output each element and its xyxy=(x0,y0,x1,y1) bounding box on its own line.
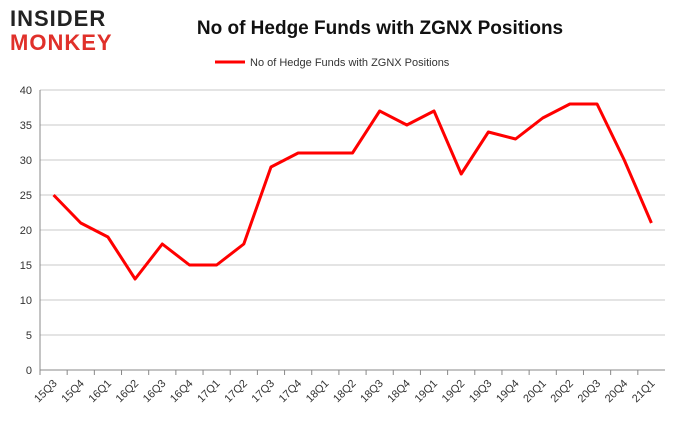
y-tick-label: 40 xyxy=(20,85,32,97)
x-tick-label: 17Q2 xyxy=(222,378,250,406)
y-tick-label: 5 xyxy=(26,330,32,342)
data-line xyxy=(52,102,653,281)
x-tick-label: 16Q3 xyxy=(141,378,169,406)
x-tick-label: 15Q3 xyxy=(32,378,60,406)
x-tick-label: 18Q1 xyxy=(304,378,332,406)
x-tick-label: 19Q2 xyxy=(440,378,468,406)
x-tick-label: 16Q1 xyxy=(87,378,115,406)
x-tick-label: 16Q2 xyxy=(114,378,142,406)
x-tick-label: 19Q3 xyxy=(467,378,495,406)
x-tick-label: 18Q4 xyxy=(385,378,413,406)
x-tick-label: 17Q1 xyxy=(195,378,223,406)
y-tick-label: 20 xyxy=(20,225,32,237)
legend-label: No of Hedge Funds with ZGNX Positions xyxy=(250,57,450,69)
x-tick-label: 21Q1 xyxy=(630,378,658,406)
x-tick-label: 17Q3 xyxy=(250,378,278,406)
x-tick-label: 20Q4 xyxy=(603,378,631,406)
x-tick-label: 16Q4 xyxy=(168,378,196,406)
y-tick-label: 35 xyxy=(20,120,32,132)
x-tick-label: 15Q4 xyxy=(59,378,87,406)
x-tick-label: 20Q2 xyxy=(548,378,576,406)
logo-line1: INSIDER xyxy=(10,6,106,31)
y-tick-label: 30 xyxy=(20,155,32,167)
x-tick-label: 18Q2 xyxy=(331,378,359,406)
x-tick-label: 20Q1 xyxy=(521,378,549,406)
x-tick-label: 18Q3 xyxy=(358,378,386,406)
x-tick-label: 17Q4 xyxy=(277,378,305,406)
y-tick-label: 0 xyxy=(26,365,32,377)
logo-line2: MONKEY xyxy=(10,30,113,55)
chart-title: No of Hedge Funds with ZGNX Positions xyxy=(197,18,563,39)
y-tick-label: 10 xyxy=(20,295,32,307)
x-tick-label: 19Q4 xyxy=(494,378,522,406)
x-tick-label: 19Q1 xyxy=(413,378,441,406)
y-tick-label: 15 xyxy=(20,260,32,272)
x-tick-label: 20Q3 xyxy=(576,378,604,406)
y-tick-label: 25 xyxy=(20,190,32,202)
